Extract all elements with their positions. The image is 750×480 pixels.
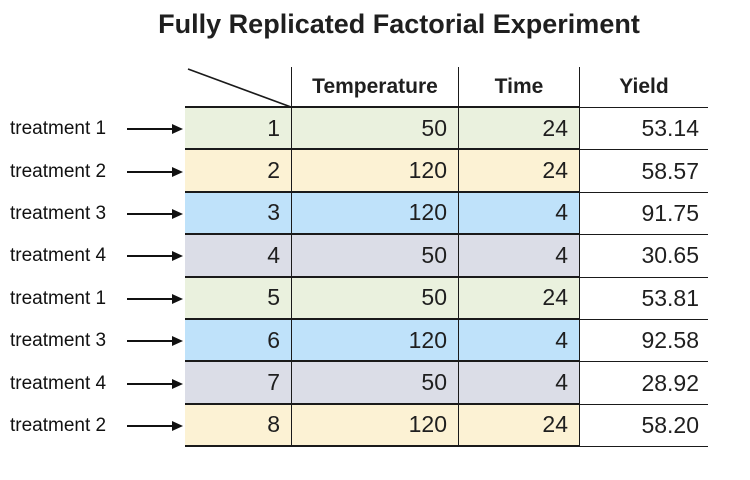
figure-title: Fully Replicated Factorial Experiment	[158, 9, 640, 39]
run-number-cell: 6	[185, 319, 292, 363]
arrow-icon	[127, 251, 183, 262]
temperature-cell: 50	[292, 108, 459, 151]
treatment-label-row: treatment 4	[0, 362, 184, 404]
time-cell: 4	[459, 192, 580, 236]
table-body: 1 50 24 53.14 2 120 24 58.57 3 120 4 91.…	[185, 108, 708, 448]
treatment-label-row: treatment 2	[0, 405, 184, 447]
treatment-label-row: treatment 3	[0, 193, 184, 235]
run-number-cell: 5	[185, 277, 292, 320]
column-header-temperature: Temperature	[292, 67, 459, 108]
time-cell: 4	[459, 362, 580, 405]
time-cell: 4	[459, 235, 580, 278]
table-row: 5 50 24 53.81	[185, 277, 708, 320]
treatment-label-row: treatment 1	[0, 278, 184, 320]
run-number-cell: 8	[185, 404, 292, 448]
column-header-time: Time	[459, 67, 580, 108]
temperature-cell: 120	[292, 192, 459, 236]
treatment-label: treatment 1	[10, 287, 107, 309]
run-number-cell: 2	[185, 150, 292, 193]
time-cell: 4	[459, 319, 580, 363]
temperature-cell: 120	[292, 150, 459, 193]
yield-cell: 92.58	[580, 319, 708, 363]
yield-cell: 58.57	[580, 150, 708, 193]
table-row: 7 50 4 28.92	[185, 362, 708, 405]
treatment-label: treatment 2	[10, 414, 107, 436]
treatment-label-row: treatment 2	[0, 150, 184, 192]
yield-cell: 28.92	[580, 362, 708, 405]
time-cell: 24	[459, 404, 580, 448]
time-cell: 24	[459, 277, 580, 320]
treatment-label-row: treatment 4	[0, 235, 184, 277]
arrow-icon	[127, 378, 183, 389]
treatment-label-row: treatment 3	[0, 320, 184, 362]
treatment-label-row: treatment 1	[0, 108, 184, 150]
arrow-icon	[127, 420, 183, 431]
diagonal-line-icon	[187, 68, 292, 108]
table-row: 8 120 24 58.20	[185, 404, 708, 448]
table-row: 2 120 24 58.57	[185, 150, 708, 193]
treatment-label: treatment 1	[10, 118, 107, 140]
yield-cell: 53.14	[580, 108, 708, 151]
corner-cell	[185, 67, 292, 108]
column-header-yield: Yield	[580, 67, 708, 108]
temperature-cell: 50	[292, 362, 459, 405]
arrow-icon	[127, 166, 183, 177]
table-header-row: Temperature Time Yield	[185, 67, 708, 108]
time-cell: 24	[459, 150, 580, 193]
table-row: 6 120 4 92.58	[185, 319, 708, 363]
run-number-cell: 7	[185, 362, 292, 405]
table-row: 1 50 24 53.14	[185, 108, 708, 151]
yield-cell: 58.20	[580, 404, 708, 448]
arrow-icon	[127, 336, 183, 347]
treatment-label: treatment 4	[10, 245, 107, 267]
treatment-label: treatment 2	[10, 160, 107, 182]
run-number-cell: 4	[185, 235, 292, 278]
treatment-label: treatment 4	[10, 372, 107, 394]
experiment-table: Temperature Time Yield 1 50 24 53.14 2 1…	[185, 67, 708, 448]
treatment-label: treatment 3	[10, 330, 107, 352]
temperature-cell: 50	[292, 235, 459, 278]
arrow-icon	[127, 124, 183, 135]
run-number-cell: 1	[185, 108, 292, 151]
arrow-icon	[127, 293, 183, 304]
arrow-icon	[127, 208, 183, 219]
yield-cell: 30.65	[580, 235, 708, 278]
treatment-labels: treatment 1 treatment 2 treatment 3 trea…	[0, 108, 184, 447]
temperature-cell: 120	[292, 404, 459, 448]
temperature-cell: 120	[292, 319, 459, 363]
yield-cell: 53.81	[580, 277, 708, 320]
temperature-cell: 50	[292, 277, 459, 320]
treatment-label: treatment 3	[10, 202, 107, 224]
run-number-cell: 3	[185, 192, 292, 236]
time-cell: 24	[459, 108, 580, 151]
table-row: 4 50 4 30.65	[185, 235, 708, 278]
table-row: 3 120 4 91.75	[185, 192, 708, 236]
yield-cell: 91.75	[580, 192, 708, 236]
